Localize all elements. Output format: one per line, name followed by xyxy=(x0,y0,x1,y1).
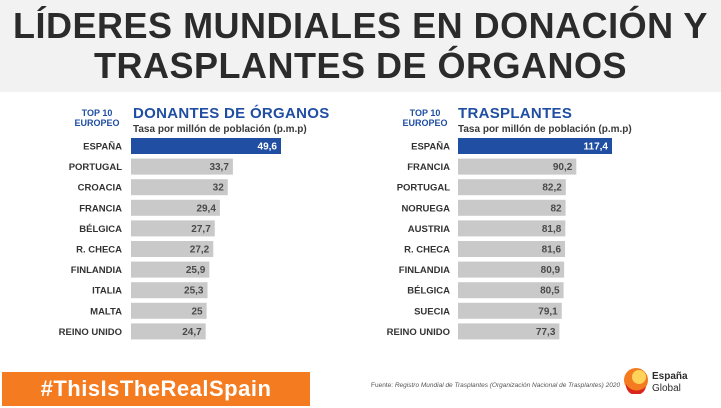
bar xyxy=(458,138,612,154)
bar xyxy=(131,199,220,216)
bar xyxy=(131,220,215,237)
source-note: Fuente: Registro Mundial de Trasplantes … xyxy=(371,382,620,389)
espana-global-logo-icon xyxy=(624,368,648,394)
category-label: PORTUGAL xyxy=(397,183,451,194)
bar xyxy=(458,199,566,216)
bar xyxy=(131,138,281,154)
hashtag-banner: #ThisIsTheRealSpain xyxy=(2,372,310,406)
value-label: 82 xyxy=(550,203,562,214)
bar xyxy=(131,323,206,340)
category-label: NORUEGA xyxy=(401,203,450,214)
page-title-line1: LÍDERES MUNDIALES EN DONACIÓN Y xyxy=(13,5,708,46)
source-prefix: Fuente: xyxy=(371,382,395,389)
top10-badge-line1: TOP 10 xyxy=(409,108,441,118)
value-label: 117,4 xyxy=(584,142,609,153)
value-label: 27,2 xyxy=(190,245,210,256)
top10-badge-line2: EUROPEO xyxy=(74,118,120,128)
value-label: 81,8 xyxy=(542,224,562,235)
category-label: MALTA xyxy=(90,306,122,317)
category-label: BÉLGICA xyxy=(79,224,122,235)
category-label: REINO UNIDO xyxy=(387,327,450,338)
value-label: 90,2 xyxy=(553,162,573,173)
value-label: 80,5 xyxy=(540,286,560,297)
category-label: FINLANDIA xyxy=(399,265,450,276)
bar xyxy=(131,302,207,319)
transplants-bar-plot: ESPAÑA 117,4 FRANCIA 90,2 PORTUGAL 82,2 NORUEG… xyxy=(387,138,612,340)
value-label: 25,9 xyxy=(186,265,206,276)
source-text: Registro Mundial de Trasplantes (Organiz… xyxy=(394,382,621,389)
logo-line2: Global xyxy=(652,383,681,394)
value-label: 80,9 xyxy=(541,265,561,276)
transplants-chart-subtitle: Tasa por millón de población (p.m.p) xyxy=(458,124,632,135)
bar xyxy=(131,241,214,257)
donors-chart-subtitle: Tasa por millón de población (p.m.p) xyxy=(133,124,307,135)
logo-text: España Global xyxy=(652,371,688,395)
top10-badge-line2: EUROPEO xyxy=(402,118,448,128)
category-label: R. CHECA xyxy=(404,245,450,256)
value-label: 27,7 xyxy=(191,224,211,235)
transplants-chart-title: TRASPLANTES xyxy=(458,105,573,122)
logo-line1: España xyxy=(652,371,688,382)
bar xyxy=(458,179,566,196)
bar xyxy=(458,158,577,175)
category-label: BÉLGICA xyxy=(407,286,450,297)
category-label: PORTUGAL xyxy=(69,162,123,173)
category-label: R. CHECA xyxy=(76,245,122,256)
category-label: ESPAÑA xyxy=(83,142,122,153)
bar xyxy=(131,282,208,299)
category-label: FRANCIA xyxy=(79,203,122,214)
category-label: CROACIA xyxy=(78,183,122,194)
value-label: 32 xyxy=(213,183,225,194)
donors-bar-plot: ESPAÑA 49,6 PORTUGAL 33,7 CROACIA 32 FRANCIA 29… xyxy=(59,138,281,340)
category-label: FINLANDIA xyxy=(71,265,122,276)
bar xyxy=(458,282,564,299)
top10-badge: TOP 10 EUROPEO xyxy=(62,108,132,128)
page-title-line2: TRASPLANTES DE ÓRGANOS xyxy=(93,45,628,86)
category-label: AUSTRIA xyxy=(408,224,450,235)
category-label: REINO UNIDO xyxy=(59,327,122,338)
bar xyxy=(131,179,228,196)
bar xyxy=(458,261,565,278)
value-label: 77,3 xyxy=(536,327,556,338)
bar xyxy=(458,323,560,340)
value-label: 79,1 xyxy=(538,306,558,317)
category-label: ITALIA xyxy=(92,286,122,297)
value-label: 25,3 xyxy=(184,286,204,297)
donors-chart-title: DONANTES DE ÓRGANOS xyxy=(133,105,330,122)
value-label: 25 xyxy=(191,306,203,317)
bar xyxy=(458,220,566,237)
value-label: 29,4 xyxy=(196,203,216,214)
value-label: 49,6 xyxy=(258,142,278,153)
category-label: SUECIA xyxy=(414,306,450,317)
category-label: FRANCIA xyxy=(407,162,450,173)
bar xyxy=(458,241,566,257)
bar xyxy=(131,158,233,175)
bar xyxy=(458,302,562,319)
value-label: 82,2 xyxy=(542,183,562,194)
value-label: 33,7 xyxy=(209,162,229,173)
value-label: 81,6 xyxy=(542,245,562,256)
value-label: 24,7 xyxy=(182,327,202,338)
category-label: ESPAÑA xyxy=(411,142,450,153)
bar xyxy=(131,261,210,278)
top10-badge: TOP 10 EUROPEO xyxy=(390,108,460,128)
top10-badge-line1: TOP 10 xyxy=(81,108,113,118)
